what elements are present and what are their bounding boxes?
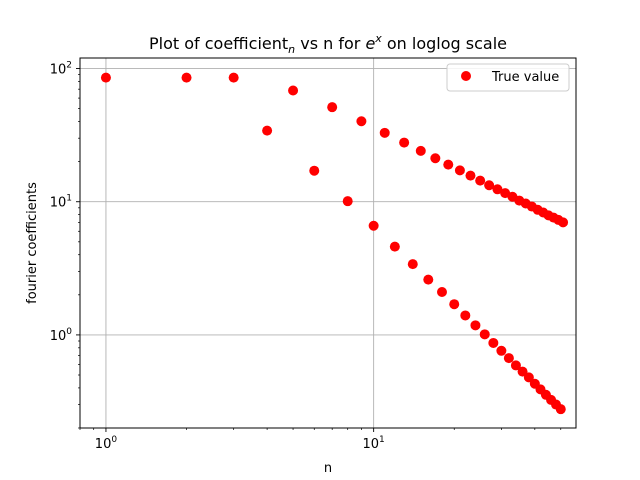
y-axis-ticks: 100 101 102 [50, 61, 80, 429]
legend: True value [446, 63, 570, 92]
plot-area [80, 58, 576, 428]
data-point [555, 404, 566, 415]
data-point [356, 116, 367, 127]
data-point [262, 125, 273, 136]
data-point [488, 337, 499, 348]
data-point [389, 241, 400, 252]
data-point [415, 145, 426, 156]
data-point [436, 286, 447, 297]
data-point [465, 170, 476, 181]
data-point [492, 184, 503, 195]
data-point [460, 310, 471, 321]
data-point [558, 217, 569, 228]
data-point [100, 72, 111, 83]
data-point [484, 180, 495, 191]
data-point [503, 353, 514, 364]
y-tick-label: 100 [50, 327, 73, 344]
y-axis-label: fourier coefficients [25, 182, 40, 304]
data-point [523, 372, 534, 383]
data-point [399, 137, 410, 148]
title-base: e [365, 34, 375, 53]
data-point [327, 102, 338, 113]
data-point [181, 72, 192, 83]
data-point [454, 165, 465, 176]
data-point [430, 153, 441, 164]
title-suffix: on loglog scale [382, 34, 507, 53]
data-point [449, 299, 460, 310]
data-point [470, 320, 481, 331]
chart-title: Plot of coefficientn vs n for ex on logl… [149, 32, 507, 56]
data-point [496, 345, 507, 356]
title-superscript: x [374, 32, 382, 45]
legend-marker [461, 71, 471, 81]
title-subscript: n [288, 43, 295, 56]
data-point [379, 127, 390, 138]
data-point [443, 159, 454, 170]
x-tick-label: 100 [95, 435, 118, 452]
plot-frame [79, 57, 577, 429]
data-points [100, 72, 569, 415]
data-point [309, 165, 320, 176]
title-prefix: Plot of coefficient [149, 34, 288, 53]
x-axis-label: n [324, 461, 332, 476]
legend-box [446, 63, 570, 92]
y-tick-label: 101 [50, 194, 72, 211]
data-point [228, 72, 239, 83]
y-tick-label: 102 [50, 61, 72, 78]
data-point [423, 274, 434, 285]
data-point [479, 329, 490, 340]
x-axis-ticks: 100 101 [79, 428, 562, 452]
data-point [475, 175, 486, 186]
title-middle: vs n for [295, 34, 365, 53]
data-point [288, 85, 299, 96]
legend-label: True value [491, 70, 559, 85]
data-point [342, 196, 353, 207]
x-tick-label: 101 [363, 435, 385, 452]
data-point [510, 360, 521, 371]
data-point [407, 259, 418, 270]
data-point [368, 220, 379, 231]
